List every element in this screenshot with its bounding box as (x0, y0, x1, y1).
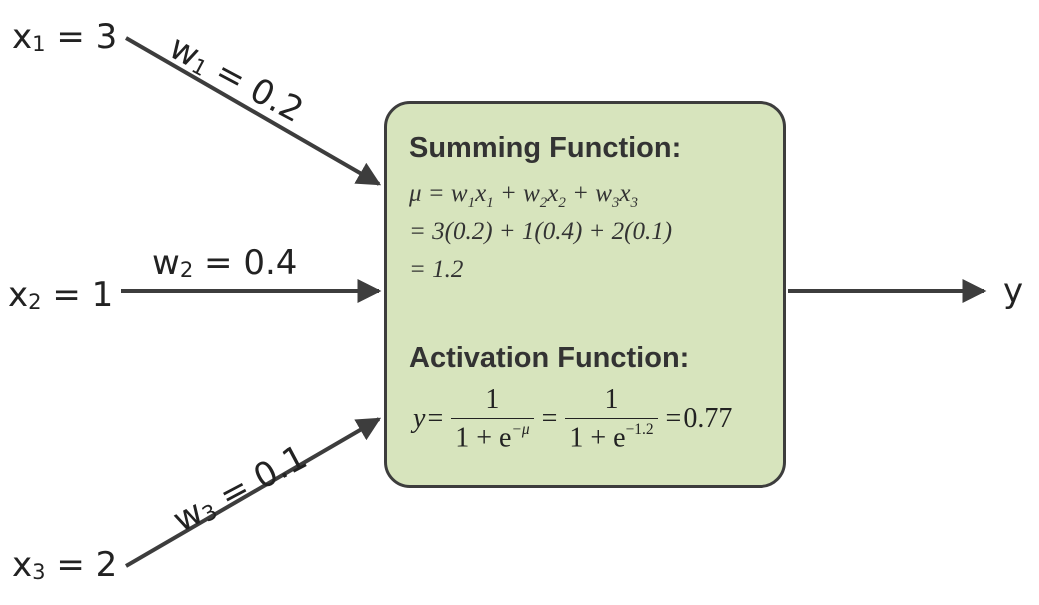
activation-equals-2: = (541, 403, 558, 435)
fraction-2-numerator: 1 (604, 384, 619, 415)
input-label-x3: x3 = 2 (12, 545, 118, 585)
activation-fraction-2: 1 1 + e−1.2 (565, 384, 658, 454)
summing-function-heading: Summing Function: (409, 132, 682, 164)
summing-equation-line-1: μ = w1x1 + w2x2 + w3x3 (409, 180, 639, 211)
neuron-box: Summing Function: μ = w1x1 + w2x2 + w3x3… (384, 101, 786, 488)
input-label-x1: x1 = 3 (12, 17, 118, 57)
input-arrow-1 (125, 36, 382, 186)
summing-equation-line-3: = 1.2 (409, 256, 464, 283)
output-label-y: y (1003, 271, 1024, 311)
activation-fraction-1: 1 1 + e−μ (451, 384, 534, 454)
input-arrow-3 (124, 417, 382, 568)
activation-formula: y = 1 1 + e−μ = 1 1 + e−1.2 = 0.77 (413, 384, 732, 454)
fraction-2-denominator: 1 + e−1.2 (565, 418, 658, 454)
fraction-1-numerator: 1 (485, 384, 500, 415)
input-label-x2: x2 = 1 (8, 275, 114, 315)
activation-equals-1: = (427, 403, 444, 435)
activation-function-heading: Activation Function: (409, 342, 690, 374)
activation-y: y (413, 403, 426, 435)
fraction-1-denominator: 1 + e−μ (451, 418, 534, 454)
activation-result: 0.77 (683, 403, 733, 435)
summing-equation-line-2: = 3(0.2) + 1(0.4) + 2(0.1) (409, 218, 673, 245)
activation-equals-3: = (665, 403, 682, 435)
weight-label-w2: w2 = 0.4 (152, 243, 298, 283)
